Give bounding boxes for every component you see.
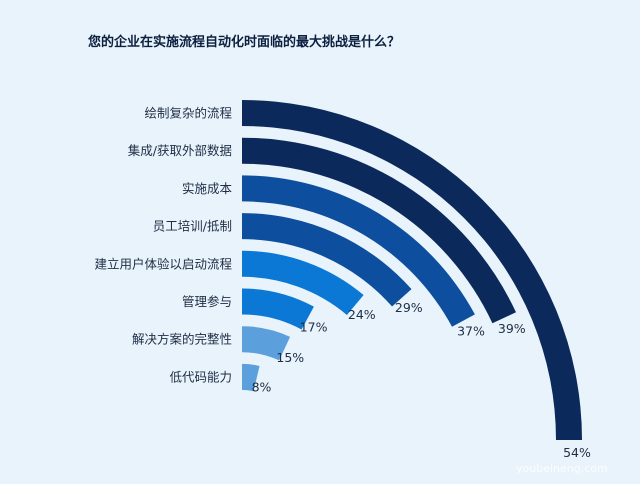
category-label-8: 低代码能力 bbox=[169, 369, 232, 384]
bar-1 bbox=[242, 100, 582, 440]
bar-4 bbox=[242, 213, 412, 307]
category-label-4: 员工培训/抵制 bbox=[153, 219, 232, 234]
category-label-1: 绘制复杂的流程 bbox=[144, 106, 232, 121]
category-label-6: 管理参与 bbox=[182, 294, 232, 309]
chart-title: 您的企业在实施流程自动化时面临的最大挑战是什么？ bbox=[88, 34, 400, 50]
value-label-3: 37% bbox=[457, 324, 485, 339]
category-label-5: 建立用户体验以启动流程 bbox=[94, 256, 232, 271]
bar-5 bbox=[242, 250, 364, 315]
bar-3 bbox=[242, 175, 475, 327]
bar-8 bbox=[242, 363, 260, 392]
value-label-6: 17% bbox=[300, 320, 328, 335]
value-label-4: 29% bbox=[395, 300, 423, 315]
value-label-1: 54% bbox=[563, 445, 591, 460]
value-label-5: 24% bbox=[348, 307, 376, 322]
bar-6 bbox=[242, 288, 314, 330]
category-label-7: 解决方案的完整性 bbox=[132, 332, 232, 347]
category-label-3: 实施成本 bbox=[182, 181, 233, 196]
bar-7 bbox=[242, 326, 291, 361]
value-label-2: 39% bbox=[498, 321, 526, 336]
value-label-8: 8% bbox=[252, 380, 272, 395]
category-label-2: 集成/获取外部数据 bbox=[128, 143, 232, 158]
value-label-7: 15% bbox=[276, 350, 304, 365]
watermark-text: youbeineng.com bbox=[516, 462, 608, 475]
bar-2 bbox=[242, 137, 516, 324]
